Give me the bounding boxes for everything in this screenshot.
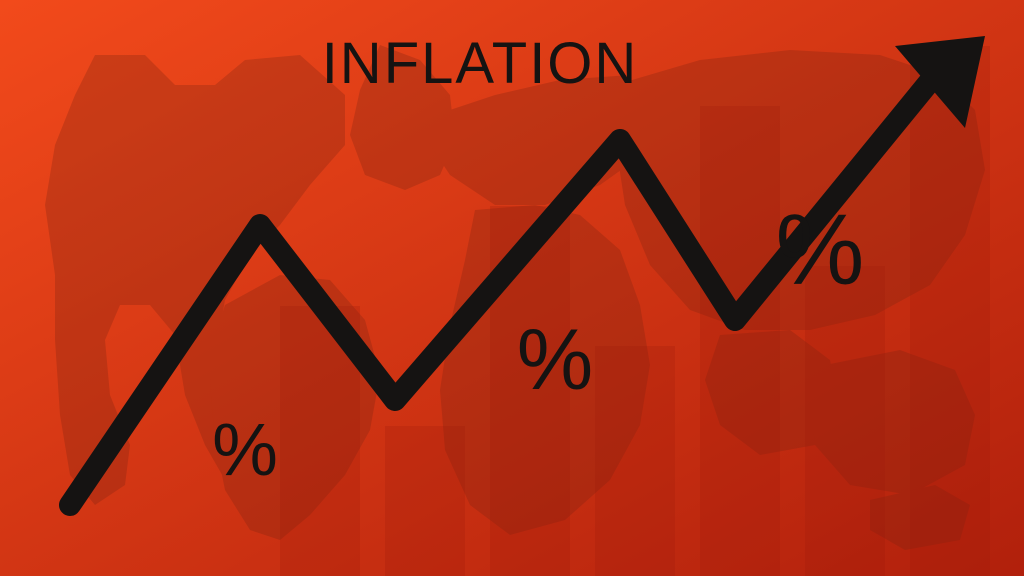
percent-symbol-1: % [212,413,278,487]
percent-symbol-2: % [517,317,593,403]
percent-symbol-3: % [776,200,865,300]
infographic-stage: INFLATION %%% [0,0,1024,576]
title-text: INFLATION [322,30,639,97]
